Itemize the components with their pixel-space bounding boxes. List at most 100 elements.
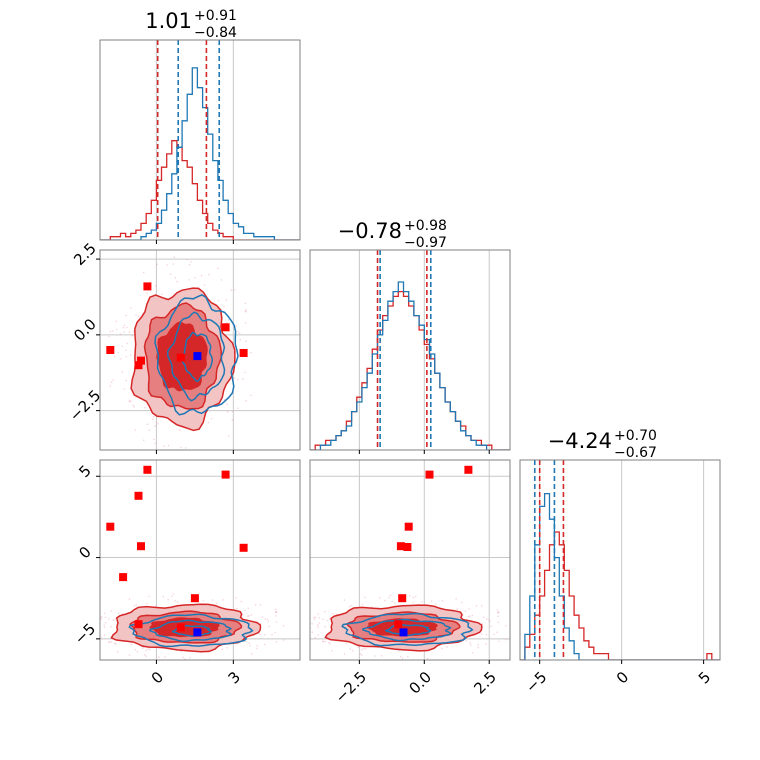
sample-dot [237, 407, 239, 410]
sample-dot [302, 615, 304, 617]
sample-dot [471, 614, 474, 617]
sample-dot [164, 656, 166, 658]
sample-dot [126, 326, 128, 329]
sample-dot [455, 597, 457, 600]
sample-dot [497, 615, 499, 618]
sample-dot [131, 334, 134, 337]
blue-square-marker [193, 352, 202, 361]
sample-dot [152, 418, 154, 421]
sample-dot [244, 609, 246, 612]
sample-dot [125, 379, 128, 382]
sample-dot [349, 648, 352, 650]
sample-dot [248, 615, 250, 617]
sample-dot [343, 599, 346, 601]
sample-dot [441, 600, 444, 602]
sample-dot [409, 595, 411, 597]
sample-dot [250, 652, 253, 655]
sample-dot [172, 263, 174, 265]
sample-dot [96, 627, 98, 629]
sample-dot [394, 602, 396, 604]
sample-dot [496, 611, 499, 614]
sample-dot [231, 419, 234, 421]
sample-dot [130, 400, 132, 403]
sample-dot [359, 653, 362, 655]
sample-dot [389, 594, 392, 596]
panel-title-upper: +0.98 [404, 218, 447, 234]
red-square-marker [190, 594, 199, 603]
sample-dot [343, 653, 346, 655]
sample-dot [311, 631, 314, 633]
sample-dot [226, 647, 228, 649]
sample-dot [456, 608, 459, 610]
sample-dot [324, 610, 326, 613]
x-tick-label: 5 [695, 668, 714, 687]
red-square-marker [404, 522, 413, 531]
sample-dot [112, 619, 114, 621]
sample-dot [145, 655, 147, 657]
sample-dot [234, 289, 236, 291]
sample-dot [200, 274, 203, 277]
sample-dot [275, 621, 278, 623]
sample-dot [185, 447, 187, 449]
sample-dot [137, 315, 140, 318]
sample-dot [467, 615, 470, 618]
x-tick-label: 3 [225, 668, 244, 687]
red-square-marker [143, 282, 152, 291]
sample-dot [259, 604, 262, 606]
sample-dot [317, 634, 320, 636]
sample-dot [119, 333, 122, 335]
sample-dot [303, 618, 305, 620]
blue-square-marker [399, 628, 408, 637]
sample-dot [144, 406, 146, 409]
sample-dot [228, 435, 230, 438]
sample-dot [142, 439, 145, 442]
x-tick-label: 0.0 [405, 668, 435, 698]
sample-dot [180, 446, 182, 449]
sample-dot [230, 289, 233, 292]
sample-dot [128, 598, 131, 600]
sample-dot [103, 626, 106, 628]
sample-dot [250, 351, 252, 354]
sample-dot [446, 646, 448, 648]
sample-dot [365, 648, 367, 650]
sample-dot [240, 600, 243, 603]
sample-dot [477, 646, 479, 649]
sample-dot [498, 611, 500, 613]
sample-dot [114, 618, 117, 620]
sample-dot [221, 648, 224, 650]
sample-dot [421, 601, 423, 603]
sample-dot [357, 646, 360, 649]
sample-dot [412, 601, 414, 604]
sample-dot [194, 277, 196, 279]
sample-dot [274, 631, 276, 634]
sample-dot [211, 599, 214, 601]
sample-dot [125, 314, 128, 317]
sample-dot [217, 299, 220, 302]
sample-dot [210, 417, 213, 420]
sample-dot [231, 410, 234, 413]
sample-dot [481, 623, 484, 625]
sample-dot [260, 622, 262, 625]
sample-dot [245, 308, 247, 311]
sample-dot [117, 351, 119, 354]
contour-panel-p20 [96, 459, 301, 661]
sample-dot [161, 293, 163, 296]
sample-dot [141, 647, 144, 649]
sample-dot [361, 654, 363, 656]
sample-dot [123, 388, 126, 390]
sample-dot [171, 595, 173, 597]
sample-dot [264, 634, 266, 636]
sample-dot [295, 635, 297, 637]
sample-dot [496, 631, 498, 634]
sample-dot [167, 598, 169, 601]
sample-dot [244, 302, 247, 305]
red-square-marker [119, 573, 128, 582]
sample-dot [263, 643, 266, 646]
sample-dot [157, 423, 159, 425]
sample-dot [328, 618, 331, 620]
sample-dot [274, 608, 277, 611]
sample-dot [298, 634, 300, 636]
sample-dot [188, 263, 191, 266]
red-square-marker [464, 465, 473, 474]
sample-dot [505, 625, 507, 627]
